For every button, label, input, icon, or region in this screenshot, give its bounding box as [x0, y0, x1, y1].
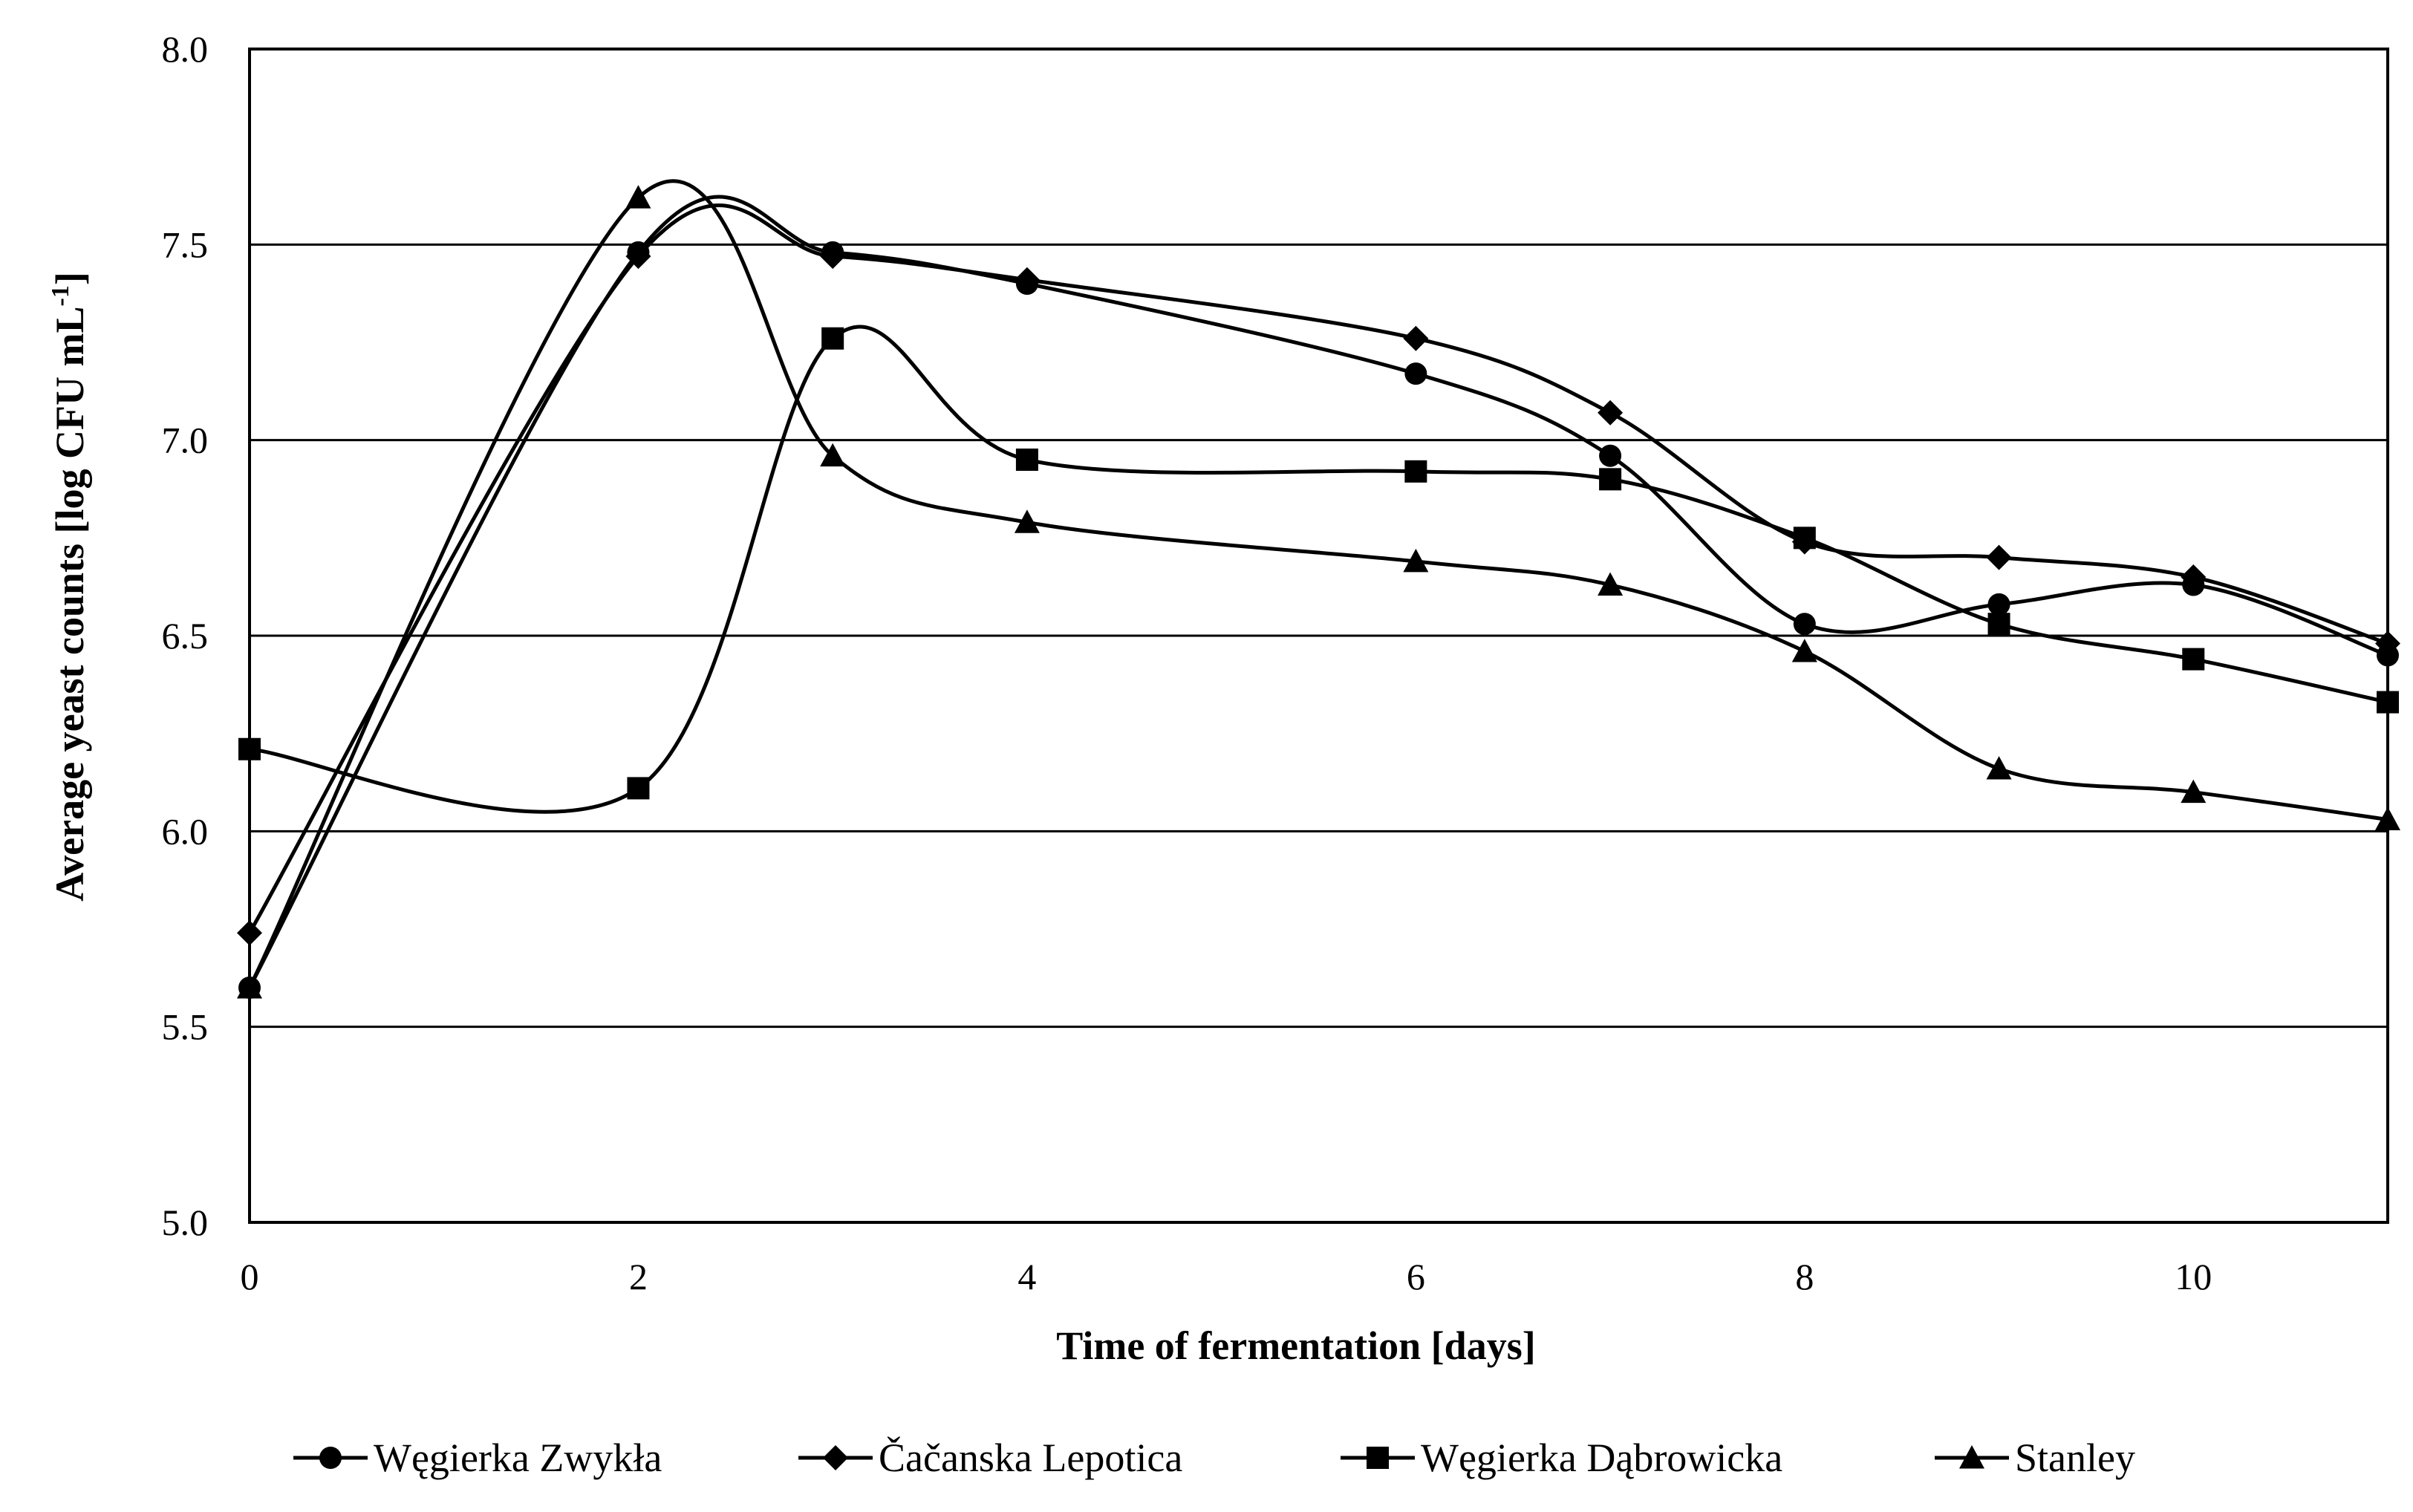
data-point-triangle	[1014, 509, 1040, 533]
data-point-diamond	[820, 244, 846, 270]
y-tick-label: 8.0	[162, 28, 209, 70]
x-tick-label: 6	[1407, 1256, 1425, 1297]
x-tick-label: 0	[241, 1256, 259, 1297]
legend-label: Węgierka Zwykła	[374, 1436, 662, 1480]
data-point-square	[2182, 648, 2205, 671]
data-point-triangle	[1403, 548, 1429, 573]
y-tick-label: 5.5	[162, 1006, 209, 1048]
data-point-square	[1793, 527, 1816, 550]
data-point-diamond	[1986, 544, 2012, 570]
data-point-triangle	[237, 975, 262, 999]
data-point-square	[1404, 460, 1427, 483]
series-line-diamond	[247, 203, 2388, 934]
legend-marker-triangle	[1959, 1445, 1984, 1469]
x-tick-label: 10	[2175, 1256, 2212, 1297]
data-point-triangle	[1598, 572, 1624, 596]
data-point-diamond	[1403, 325, 1429, 351]
data-point-triangle	[820, 443, 846, 467]
data-point-diamond	[625, 244, 651, 270]
legend-label: Stanley	[2015, 1436, 2135, 1480]
data-point-diamond	[1598, 400, 1624, 426]
x-tick-label: 4	[1017, 1256, 1036, 1297]
series-line-triangle	[247, 179, 2388, 989]
data-point-square	[821, 327, 844, 350]
y-axis-ticks: 5.0 5.5 6.0 6.5 7.0 7.5 8.0	[162, 28, 209, 1243]
data-point-triangle	[625, 185, 651, 209]
data-point-circle	[1599, 444, 1622, 467]
series-markers	[237, 185, 2400, 999]
data-point-triangle	[2375, 806, 2400, 830]
data-point-circle	[1987, 593, 2010, 616]
data-point-square	[238, 737, 261, 760]
legend: Węgierka Zwykła Čačanska Lepotica Węgierka…	[293, 1436, 2135, 1480]
data-point-circle	[1404, 362, 1427, 385]
legend-marker-circle	[319, 1447, 342, 1469]
legend-label: Čačanska Lepotica	[879, 1436, 1182, 1480]
legend-marker-square	[1367, 1447, 1389, 1469]
data-point-circle	[1793, 613, 1816, 636]
y-tick-label: 6.0	[162, 810, 209, 852]
data-point-triangle	[2181, 779, 2207, 804]
data-point-square	[627, 777, 650, 800]
y-tick-label: 7.5	[162, 224, 209, 265]
data-point-diamond	[1014, 267, 1040, 293]
y-tick-label: 5.0	[162, 1202, 209, 1243]
y-axis-title-end: ]	[48, 272, 92, 285]
y-tick-label: 6.5	[162, 615, 209, 656]
gridlines	[250, 48, 2388, 1224]
y-axis-title-superscript: -1	[47, 285, 74, 306]
x-axis-title: Time of fermentation [days]	[1056, 1323, 1535, 1368]
data-point-diamond	[2375, 630, 2400, 656]
data-point-diamond	[237, 920, 262, 946]
data-point-square	[1599, 468, 1622, 491]
legend-label: Węgierka Dąbrowicka	[1421, 1436, 1782, 1480]
y-axis-title: Average yeast counts [log CFU mL-1]	[47, 272, 92, 902]
data-point-triangle	[1791, 639, 1817, 662]
data-point-square	[2377, 691, 2399, 714]
x-axis-ticks: 0 2 4 6 8 10	[241, 1256, 2212, 1297]
series-line-square	[249, 325, 2388, 814]
series-line-circle	[247, 195, 2388, 989]
legend-marker-diamond	[823, 1445, 848, 1470]
x-tick-label: 2	[629, 1256, 648, 1297]
data-point-diamond	[2181, 564, 2207, 590]
y-axis-title-main: Average yeast counts [log CFU mL	[48, 306, 92, 901]
series-lines	[247, 179, 2388, 989]
y-tick-label: 7.0	[162, 420, 209, 461]
data-point-triangle	[1986, 756, 2012, 780]
data-point-square	[1015, 449, 1038, 471]
x-tick-label: 8	[1795, 1256, 1814, 1297]
data-point-square	[1987, 613, 2010, 636]
